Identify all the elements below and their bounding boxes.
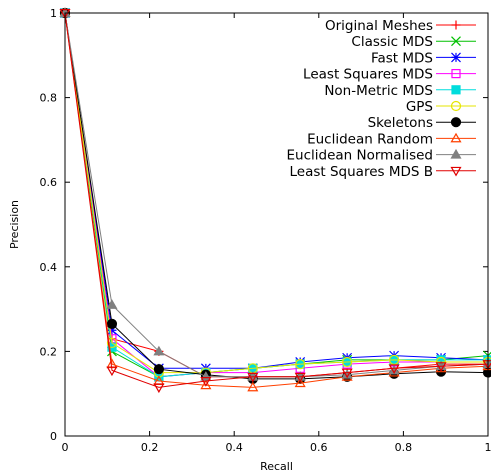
- legend-label: Euclidean Random: [307, 131, 433, 147]
- x-tick-label: 0.2: [141, 441, 159, 454]
- y-tick-label: 0.2: [40, 345, 58, 358]
- y-tick-label: 0.4: [40, 261, 58, 274]
- legend-item: Fast MDS: [371, 50, 476, 66]
- x-tick-label: 1: [485, 441, 491, 454]
- series-line: [64, 12, 489, 388]
- legend-label: GPS: [406, 99, 433, 115]
- legend-marker: [450, 166, 462, 177]
- data-point: [106, 299, 118, 309]
- data-point: [107, 325, 117, 336]
- series-least-squares-mds-b: [59, 9, 491, 394]
- legend-item: Euclidean Normalised: [286, 148, 476, 164]
- legend-item: Euclidean Random: [307, 131, 476, 147]
- series-line: [64, 12, 489, 388]
- legend-item: GPS: [406, 99, 476, 115]
- x-axis-label: Recall: [260, 460, 293, 473]
- x-tick-label: 0.8: [395, 441, 413, 454]
- y-tick-label: 1: [50, 7, 57, 20]
- y-tick-label: 0.8: [40, 92, 58, 105]
- y-axis-label: Precision: [8, 200, 21, 249]
- data-point: [342, 356, 353, 368]
- legend-label: Non-Metric MDS: [324, 83, 433, 99]
- data-point: [435, 362, 447, 372]
- legend-label: Original Meshes: [325, 18, 433, 34]
- x-tick-label: 0: [62, 441, 69, 454]
- series-line: [64, 12, 489, 380]
- data-point: [200, 377, 212, 387]
- legend-marker: [451, 36, 461, 47]
- legend-label: Classic MDS: [351, 34, 433, 50]
- legend-marker: [451, 85, 461, 95]
- legend-item: Skeletons: [368, 115, 476, 131]
- data-point: [341, 368, 353, 379]
- legend-marker: [450, 132, 462, 143]
- legend-item: Least Squares MDS B: [290, 164, 476, 180]
- data-point: [200, 379, 212, 390]
- legend-label: Least Squares MDS: [303, 67, 433, 83]
- series-layer: [59, 7, 491, 394]
- legend-label: Least Squares MDS B: [290, 164, 434, 180]
- data-point: [106, 337, 118, 349]
- x-tick-label: 0.6: [310, 441, 328, 454]
- x-axis-ticks: 0 0.2 0.4 0.6 0.8 1: [62, 13, 491, 454]
- legend-label: Skeletons: [368, 115, 433, 131]
- legend-marker: [450, 100, 462, 112]
- legend-item: Least Squares MDS: [303, 67, 476, 83]
- data-point: [388, 364, 400, 375]
- y-tick-label: 0: [50, 430, 57, 443]
- x-tick-label: 0.4: [225, 441, 243, 454]
- legend-marker: [451, 68, 461, 79]
- legend-label: Euclidean Normalised: [286, 148, 433, 164]
- data-point: [106, 366, 118, 377]
- data-point: [247, 372, 259, 383]
- series-line: [64, 12, 489, 369]
- data-point: [59, 9, 71, 19]
- y-tick-label: 0.6: [40, 176, 58, 189]
- legend-item: Classic MDS: [351, 34, 476, 50]
- data-point: [106, 318, 118, 330]
- legend-label: Fast MDS: [371, 50, 433, 66]
- legend-item: Original Meshes: [325, 18, 476, 34]
- data-point: [295, 358, 306, 370]
- data-point: [153, 364, 165, 375]
- plot-frame: [64, 12, 489, 437]
- data-point: [294, 372, 306, 383]
- data-point: [153, 383, 165, 394]
- data-point: [153, 345, 165, 356]
- legend-marker: [450, 148, 462, 159]
- legend-marker: [451, 52, 461, 63]
- legend-item: Non-Metric MDS: [324, 83, 476, 99]
- data-point: [294, 377, 306, 388]
- legend-marker: [450, 117, 462, 128]
- series-line: [64, 12, 488, 374]
- legend-marker: [451, 20, 461, 30]
- data-point: [247, 381, 259, 392]
